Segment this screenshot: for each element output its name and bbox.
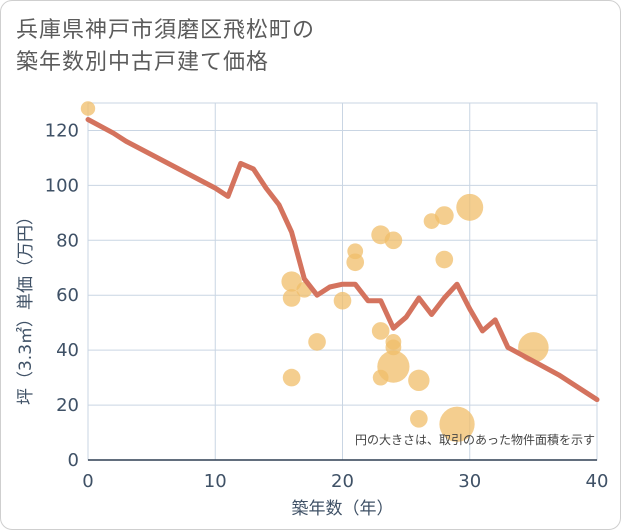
- scatter-point: [282, 289, 301, 307]
- scatter-point: [80, 101, 96, 116]
- scatter-point: [408, 369, 430, 392]
- scatter-point: [377, 350, 410, 383]
- y-tick-label: 0: [68, 450, 79, 471]
- scatter-point: [308, 333, 326, 351]
- scatter-point: [434, 206, 454, 225]
- y-tick-label: 120: [45, 120, 79, 141]
- scatter-point: [439, 406, 475, 442]
- scatter-point: [282, 368, 301, 387]
- line-series: [85, 117, 600, 403]
- y-tick-label: 20: [56, 395, 79, 416]
- scatter-series: [80, 101, 549, 442]
- x-tick-label: 30: [458, 471, 481, 492]
- average-price-line: [85, 117, 600, 403]
- x-tick-label: 40: [586, 471, 609, 492]
- chart-title: 兵庫県神戸市須磨区飛松町の 築年数別中古戸建て価格: [16, 15, 315, 79]
- scatter-point: [281, 271, 302, 292]
- y-tick-label: 80: [56, 230, 79, 251]
- scatter-point: [456, 193, 484, 221]
- x-tick-label: 10: [204, 471, 227, 492]
- chart-title-line-1: 兵庫県神戸市須磨区飛松町の: [16, 18, 316, 43]
- scatter-point: [410, 409, 428, 428]
- size-note: 円の大きさは、取引のあった物件面積を示す: [355, 432, 595, 447]
- tick-labels: 0 10 20 30 40 0 20 40 60 80 100 120: [45, 120, 609, 492]
- y-tick-label: 60: [56, 285, 79, 306]
- y-axis-label: 坪（3.3㎡）単価（万円）: [16, 208, 36, 405]
- x-tick-label: 0: [82, 471, 93, 492]
- scatter-point: [333, 291, 352, 310]
- y-tick-label: 40: [56, 340, 79, 361]
- scatter-point: [435, 250, 454, 269]
- x-tick-label: 20: [331, 471, 354, 492]
- scatter-point: [346, 253, 365, 272]
- scatter-point: [371, 322, 390, 340]
- x-axis-label: 築年数（年）: [292, 499, 394, 519]
- chart-title-line-2: 築年数別中古戸建て価格: [16, 50, 270, 75]
- scatter-point: [384, 231, 403, 250]
- grid: [87, 102, 598, 461]
- y-tick-label: 100: [45, 175, 79, 196]
